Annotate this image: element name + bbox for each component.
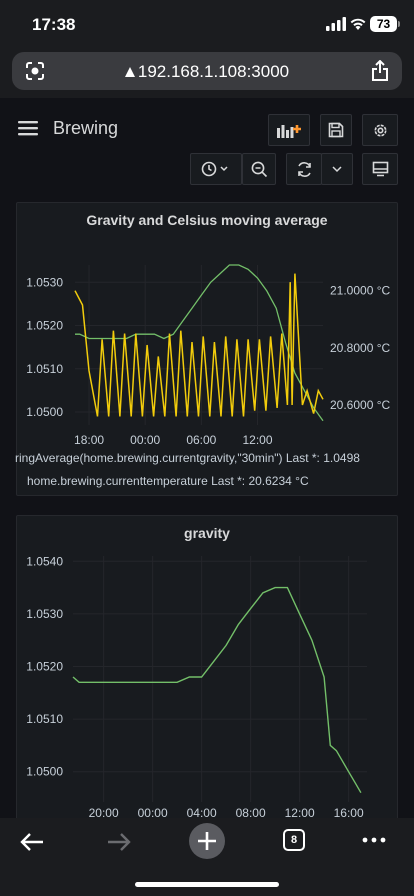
x-tick-label: 08:00 <box>236 806 266 820</box>
x-tick-label: 06:00 <box>186 433 216 447</box>
y-tick-label: 1.0520 <box>26 319 63 333</box>
x-tick-label: 00:00 <box>138 806 168 820</box>
legend-item-temperature[interactable]: home.brewing.currenttemperature Last *: … <box>27 474 309 488</box>
new-tab-button[interactable] <box>189 823 225 859</box>
legend-label-temperature: home.brewing.currenttemperature Last *: … <box>27 474 309 488</box>
x-tick-label: 12:00 <box>285 806 315 820</box>
browser-bottom-toolbar: 8 <box>0 818 414 896</box>
series-line-temperature <box>74 273 324 417</box>
browser-toolbar: 192.168.1.108:3000 <box>0 48 414 98</box>
tab-switcher-icon[interactable] <box>26 62 44 80</box>
legend-label-gravity: ringAverage(home.brewing.currentgravity,… <box>15 451 360 465</box>
x-tick-label: 04:00 <box>187 806 217 820</box>
y-tick-label: 1.0540 <box>26 554 63 568</box>
x-tick-label: 12:00 <box>242 433 272 447</box>
y-tick-label: 1.0530 <box>26 607 63 621</box>
panel-gravity-celsius[interactable]: Gravity and Celsius moving average 1.050… <box>15 202 399 497</box>
series-line-gravity <box>72 586 362 794</box>
panel-title[interactable]: Gravity and Celsius moving average <box>86 212 328 228</box>
add-panel-button[interactable] <box>268 114 310 146</box>
more-options-icon[interactable] <box>362 837 386 843</box>
battery-icon: 73 <box>370 16 400 32</box>
url-text[interactable]: 192.168.1.108:3000 <box>12 62 402 82</box>
home-indicator <box>135 882 279 887</box>
zoom-out-button[interactable] <box>242 153 276 185</box>
x-tick-label: 16:00 <box>334 806 364 820</box>
panel-title[interactable]: gravity <box>184 525 230 541</box>
status-time: 17:38 <box>32 15 76 34</box>
tv-mode-button[interactable] <box>362 153 398 185</box>
share-icon[interactable] <box>371 60 389 82</box>
refresh-button[interactable] <box>286 153 322 185</box>
refresh-interval-dropdown[interactable] <box>321 153 353 185</box>
gear-icon <box>374 124 386 136</box>
status-bar: 17:38 73 <box>0 0 414 48</box>
gravity-chart[interactable]: 1.0500 1.0510 1.0520 1.0530 1.0540 20:00 00:00… <box>17 516 399 836</box>
y-tick-label: 1.0510 <box>26 362 63 376</box>
save-icon <box>328 122 344 138</box>
y-tick-label: 1.0510 <box>26 712 63 726</box>
refresh-icon <box>297 161 311 177</box>
plus-icon <box>198 832 216 850</box>
url-value: 192.168.1.108:3000 <box>137 62 290 81</box>
cellular-signal-icon <box>326 17 346 31</box>
wifi-icon <box>350 18 366 30</box>
monitor-icon <box>372 161 388 177</box>
x-tick-label: 20:00 <box>89 806 119 820</box>
legend-item-gravity[interactable]: ringAverage(home.brewing.currentgravity,… <box>15 451 360 465</box>
back-arrow-icon[interactable] <box>20 832 44 852</box>
forward-arrow-icon[interactable] <box>107 832 131 852</box>
y-right-tick-label: 21.0000 °C <box>330 284 391 298</box>
y-tick-label: 1.0500 <box>26 765 63 779</box>
zoom-out-icon <box>251 161 267 177</box>
add-panel-icon <box>277 125 301 138</box>
y-tick-label: 1.0520 <box>26 659 63 673</box>
y-right-tick-label: 20.8000 °C <box>330 341 391 355</box>
dashboard-settings-button[interactable] <box>362 114 398 146</box>
dashboard-title[interactable]: Brewing <box>53 118 119 138</box>
y-tick-label: 1.0530 <box>26 275 63 289</box>
x-tick-label: 00:00 <box>130 433 160 447</box>
panel-gravity[interactable]: gravity 1.0500 1.0510 1.0520 1.0530 1.0540 20… <box>16 515 398 835</box>
y-right-tick-label: 20.6000 °C <box>330 398 391 412</box>
gravity-celsius-chart[interactable]: 1.0500 1.0510 1.0520 1.0530 20.6000 °C 20.800… <box>17 203 399 497</box>
x-tick-label: 18:00 <box>74 433 104 447</box>
hamburger-menu-icon[interactable] <box>18 120 38 136</box>
address-bar[interactable]: 192.168.1.108:3000 <box>12 52 402 90</box>
clock-icon <box>201 161 228 177</box>
save-dashboard-button[interactable] <box>320 114 352 146</box>
time-picker-button[interactable] <box>190 153 242 185</box>
y-tick-label: 1.0500 <box>26 405 63 419</box>
tab-count-button[interactable]: 8 <box>283 829 305 851</box>
dashboard-header: Brewing <box>0 98 414 198</box>
warning-icon <box>124 67 135 77</box>
chevron-down-icon <box>332 166 342 173</box>
